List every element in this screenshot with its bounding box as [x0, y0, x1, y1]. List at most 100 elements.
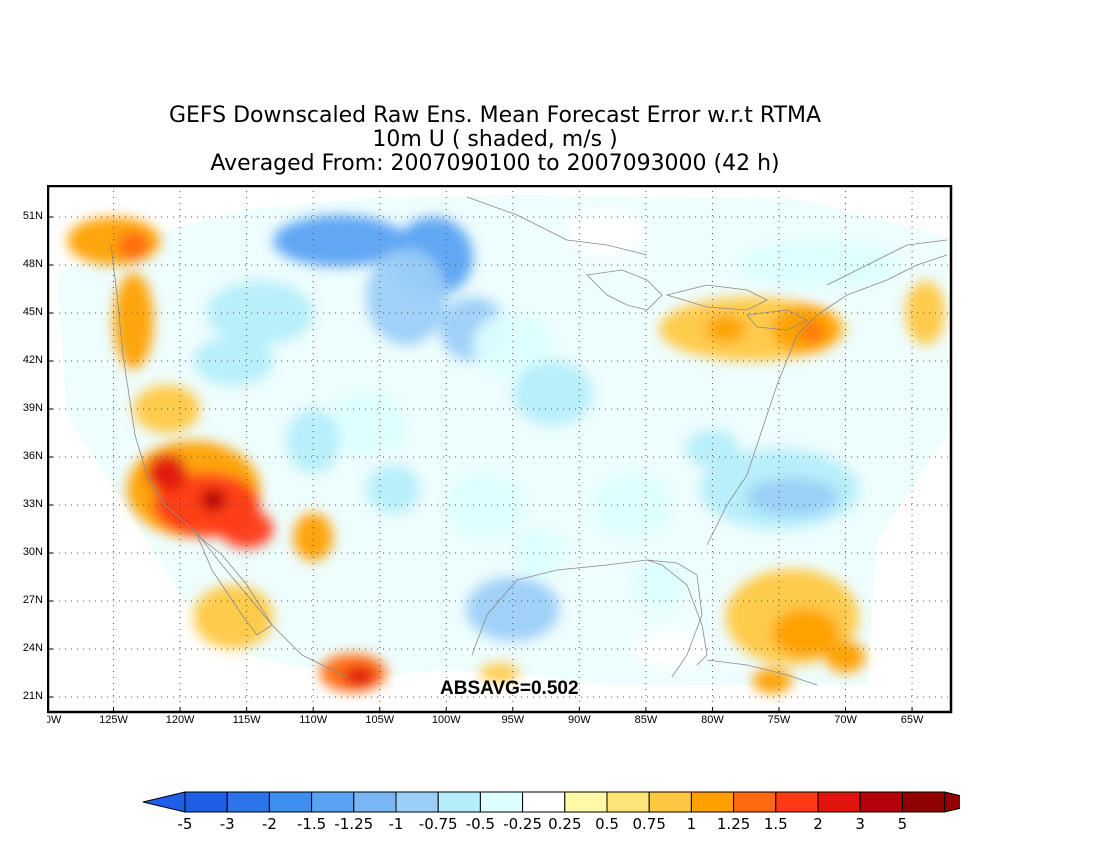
error-region-8	[326, 393, 407, 457]
error-region-7	[512, 361, 593, 425]
colorbar-low-arrow	[142, 791, 186, 813]
colorbar-bin-10	[606, 791, 650, 813]
axis-ticks: 130W 125W 120W 115W 110W 105W 100W 95W 90W 85W 80W…	[33, 216, 924, 726]
error-region-20	[566, 209, 646, 257]
error-region-38	[801, 322, 823, 342]
error-region-0	[273, 215, 407, 267]
error-region-30	[200, 489, 227, 512]
colorbar-bin-8	[522, 791, 566, 813]
error-region-10	[366, 465, 420, 513]
colorbar-label-17: 5	[898, 815, 908, 833]
colorbar-bin-1	[226, 791, 270, 813]
colorbar-bin-4	[353, 791, 397, 813]
colorbar-bin-13	[733, 791, 777, 813]
lon-label-75W: 75W	[768, 714, 791, 725]
colorbar-bin-17	[901, 791, 946, 813]
lat-label-24N: 24N	[22, 642, 43, 654]
lat-label-45N: 45N	[22, 306, 43, 318]
lon-label-80W: 80W	[701, 714, 724, 725]
shaded-error-field	[66, 209, 946, 694]
colorbar-label-2: -2	[262, 815, 277, 833]
colorbar-label-6: -0.75	[419, 815, 458, 833]
lat-label-51N: 51N	[22, 210, 43, 222]
lat-label-39N: 39N	[22, 402, 43, 414]
map-panel: 130W 125W 120W 115W 110W 105W 100W 95W 90W 85W 80W…	[23, 184, 957, 729]
colorbar-label-4: -1.25	[334, 815, 373, 833]
florida-coastline	[646, 559, 708, 666]
lat-label-42N: 42N	[22, 354, 43, 366]
error-region-21	[632, 629, 713, 669]
colorbar-label-5: -1	[389, 815, 404, 833]
colorbar: -5 -3 -2 -1.5 -1.25 -1 -0.75 -0.5 -0.25 0.25 0.5 0.…	[140, 788, 987, 842]
atlantic-coastline	[706, 254, 948, 546]
error-region-42	[772, 609, 839, 657]
colorbar-label-14: 1.5	[764, 815, 788, 833]
error-region-29	[220, 509, 274, 549]
error-region-43	[752, 668, 793, 694]
colorbar-bin-16	[859, 791, 903, 813]
colorbar-bin-0	[184, 791, 228, 813]
lat-label-36N: 36N	[22, 450, 43, 462]
error-region-25	[133, 385, 201, 433]
error-region-9	[286, 409, 340, 473]
title-line-1: GEFS Downscaled Raw Ens. Mean Forecast E…	[168, 103, 822, 128]
error-region-40	[905, 281, 946, 345]
lon-label-85W: 85W	[635, 714, 658, 725]
error-region-23	[117, 231, 150, 261]
error-region-19	[739, 241, 899, 289]
colorbar-bin-6	[437, 791, 481, 813]
title-line-3: Averaged From: 2007090100 to 2007093000 …	[210, 151, 780, 176]
lat-label-27N: 27N	[22, 594, 43, 606]
lon-label-95W: 95W	[501, 714, 524, 725]
error-region-31	[293, 513, 334, 561]
colorbar-bin-11	[648, 791, 692, 813]
lat-label-21N: 21N	[22, 690, 43, 702]
lon-label-110W: 110W	[299, 714, 328, 725]
plot-border	[46, 184, 953, 714]
error-region-2	[366, 249, 447, 345]
colorbar-label-9: 0.25	[548, 815, 581, 833]
error-region-44	[825, 641, 866, 673]
colorbar-label-15: 2	[813, 815, 823, 833]
lon-label-105W: 105W	[365, 714, 394, 725]
lon-label-120W: 120W	[166, 714, 195, 725]
lon-label-130W: 130W	[47, 714, 62, 725]
lat-label-33N: 33N	[22, 498, 43, 510]
error-region-24	[113, 273, 154, 369]
colorbar-scale: -5 -3 -2 -1.5 -1.25 -1 -0.75 -0.5 -0.25 0.25 0.5 0.…	[142, 791, 987, 833]
colorbar-label-16: 3	[855, 815, 865, 833]
error-region-39	[705, 316, 746, 342]
baja-coastline	[196, 534, 273, 636]
colorbar-bin-7	[479, 791, 524, 813]
colorbar-label-10: 0.5	[595, 815, 619, 833]
colorbar-bin-15	[817, 791, 861, 813]
lon-label-115W: 115W	[233, 714, 262, 725]
error-region-15	[632, 561, 686, 609]
error-region-34	[343, 666, 376, 686]
canada-outline	[466, 196, 948, 286]
title-line-2: 10m U ( shaded, m/s )	[372, 127, 618, 152]
absavg-annotation: ABSAVG=0.502	[440, 678, 579, 699]
colorbar-bin-3	[311, 791, 355, 813]
error-region-11	[446, 473, 527, 537]
error-region-32	[193, 585, 274, 649]
great-lakes-outline	[586, 269, 808, 331]
error-region-17	[745, 477, 839, 517]
colorbar-label-11: 0.75	[632, 815, 665, 833]
error-region-28	[146, 453, 187, 493]
colorbar-label-12: 1	[687, 815, 697, 833]
colorbar-bin-12	[690, 791, 735, 813]
error-region-13	[466, 577, 560, 641]
colorbar-label-0: -5	[178, 815, 193, 833]
lon-label-70W: 70W	[834, 714, 857, 725]
lat-label-48N: 48N	[22, 258, 43, 270]
error-region-35	[479, 663, 520, 683]
lat-label-30N: 30N	[22, 546, 43, 558]
colorbar-label-1: -3	[220, 815, 235, 833]
colorbar-label-13: 1.25	[717, 815, 750, 833]
forecast-error-map: 130W 125W 120W 115W 110W 105W 100W 95W 90W 85W 80W…	[33, 184, 953, 726]
colorbar-label-3: -1.5	[297, 815, 326, 833]
lon-label-65W: 65W	[901, 714, 924, 725]
error-region-14	[592, 473, 673, 537]
colorbar-bin-9	[564, 791, 608, 813]
